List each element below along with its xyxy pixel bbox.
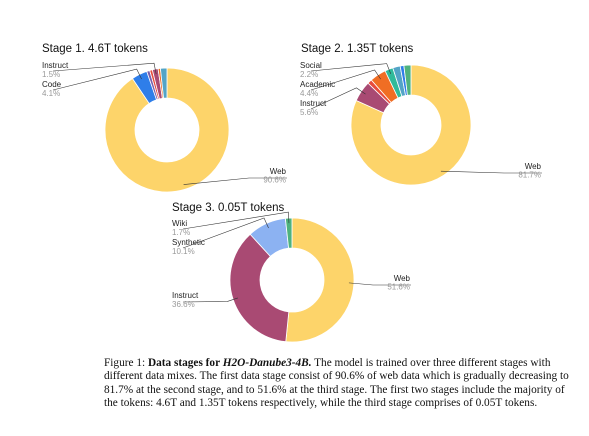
chart-title-stage-3: Stage 3. 0.05T tokens <box>172 202 285 214</box>
figure-caption: Figure 1: Data stages for H2O-Danube3-4B… <box>104 357 576 411</box>
slice-value-instruct: 1.5% <box>42 70 60 79</box>
slice-label-synthetic: Synthetic <box>172 238 205 247</box>
leader-line-instruct <box>310 87 366 110</box>
pie-slice-instruct <box>229 233 290 343</box>
slice-label-web: Web <box>394 274 411 283</box>
caption-bold-prefix: Data stages for <box>147 357 223 369</box>
pie-slice-web <box>104 67 230 193</box>
chart-title-stage-1: Stage 1. 4.6T tokens <box>42 43 148 55</box>
leader-line-social <box>310 63 392 74</box>
pie-slice-minor-6 <box>159 67 168 99</box>
slice-label-wiki: Wiki <box>172 219 187 228</box>
slice-label-web: Web <box>525 162 542 171</box>
slice-value-social: 2.2% <box>300 70 318 79</box>
slice-value-academic: 4.4% <box>300 89 318 98</box>
slice-value-web: 90.6% <box>263 176 286 185</box>
slice-label-web: Web <box>270 167 287 176</box>
leader-line-code <box>52 68 142 91</box>
slice-value-instruct: 36.6% <box>172 300 195 309</box>
leader-line-wiki <box>182 211 290 230</box>
slice-value-web: 81.7% <box>518 171 541 180</box>
leader-line-web <box>440 170 542 174</box>
slice-value-synthetic: 10.1% <box>172 247 195 256</box>
leader-line-instruct <box>52 62 157 75</box>
slice-label-instruct: Instruct <box>300 99 327 108</box>
pie-slice-wiki <box>284 217 293 249</box>
caption-label: Figure 1: <box>104 357 146 369</box>
slice-label-instruct: Instruct <box>42 61 69 70</box>
leader-line-web <box>348 282 411 286</box>
leader-line-synthetic <box>182 217 269 249</box>
caption-text: The model is trained over three differen… <box>104 357 569 410</box>
pie-slice-web <box>350 64 472 186</box>
slice-label-code: Code <box>42 80 62 89</box>
leader-line-academic <box>310 69 381 91</box>
pie-slice-minor-7 <box>403 64 412 96</box>
slice-value-wiki: 1.7% <box>172 228 190 237</box>
leader-line-web <box>183 177 287 185</box>
leader-line-instruct <box>182 297 238 303</box>
slice-value-code: 4.1% <box>42 89 60 98</box>
slice-value-web: 51.6% <box>387 283 410 292</box>
caption-model-name: H2O-Danube3-4B. <box>222 357 312 369</box>
pie-slice-web <box>285 217 355 343</box>
slice-value-instruct: 5.6% <box>300 108 318 117</box>
data-stages-figure: Stage 1. 4.6T tokensWeb90.6%Code4.1%Inst… <box>42 43 542 343</box>
slice-label-instruct: Instruct <box>172 291 199 300</box>
slice-label-academic: Academic <box>300 80 335 89</box>
chart-title-stage-2: Stage 2. 1.35T tokens <box>301 43 414 55</box>
slice-label-social: Social <box>300 61 322 70</box>
